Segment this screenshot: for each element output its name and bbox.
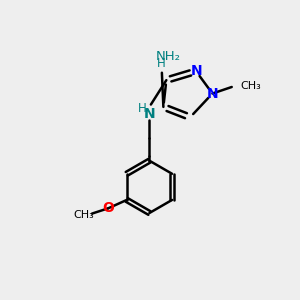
Text: O: O [102,201,114,215]
Text: CH₃: CH₃ [240,80,261,91]
Text: N: N [190,64,202,78]
Text: NH₂: NH₂ [156,50,181,63]
Text: N: N [207,87,218,101]
Text: H: H [138,102,147,115]
Text: H: H [157,57,166,70]
Text: CH₃: CH₃ [73,210,94,220]
Text: N: N [144,107,155,121]
